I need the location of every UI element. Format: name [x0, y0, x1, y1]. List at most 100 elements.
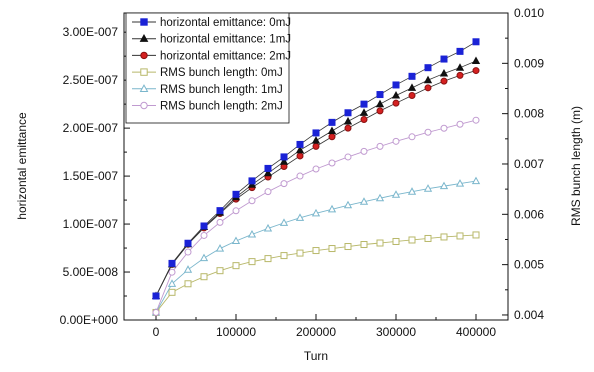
y-right-tick-label: 0.006	[514, 207, 544, 221]
data-point	[280, 252, 288, 260]
data-point	[248, 258, 256, 266]
data-point	[312, 129, 320, 137]
data-point	[152, 292, 160, 300]
data-point	[375, 193, 385, 202]
data-point	[359, 108, 369, 116]
data-point	[456, 47, 464, 55]
data-point	[376, 142, 384, 150]
data-point	[440, 55, 448, 63]
data-point	[280, 153, 288, 161]
legend-marker	[140, 18, 148, 26]
data-point	[407, 187, 417, 195]
data-point	[232, 190, 240, 198]
y-left-tick-label: 0.00E+000	[60, 313, 119, 327]
data-point	[471, 176, 481, 185]
y-left-tick-label: 1.50E-007	[63, 169, 119, 183]
data-point	[264, 255, 272, 263]
data-point	[328, 245, 336, 253]
data-point	[296, 152, 304, 160]
data-point	[408, 133, 416, 141]
data-point	[200, 231, 208, 239]
data-point	[216, 207, 224, 215]
data-point	[184, 239, 192, 247]
data-point	[328, 159, 336, 167]
data-point	[439, 181, 449, 190]
data-point	[232, 262, 240, 270]
y-left-tick-label: 5.00E-008	[63, 265, 119, 279]
legend-marker	[139, 33, 149, 42]
y-right-tick-label: 0.007	[514, 157, 544, 171]
data-point	[360, 100, 368, 108]
data-point	[152, 308, 160, 316]
data-point	[328, 118, 336, 126]
y-left-tick-label: 2.00E-007	[63, 121, 119, 135]
data-point	[424, 64, 432, 72]
y-axis-right-title: RMS bunch length (m)	[569, 106, 583, 226]
data-point	[359, 197, 369, 205]
data-point	[200, 273, 208, 281]
data-point	[391, 91, 401, 99]
data-point	[360, 241, 368, 249]
data-point	[456, 71, 464, 79]
data-point	[231, 236, 241, 245]
data-point	[375, 99, 385, 108]
y-right-tick-label: 0.010	[514, 6, 544, 20]
x-axis-title: Turn	[304, 349, 328, 363]
data-point	[215, 244, 225, 252]
series-1	[152, 38, 480, 300]
data-point	[407, 83, 417, 91]
data-point	[376, 91, 384, 99]
data-point	[343, 200, 353, 209]
data-point	[327, 126, 337, 135]
y-right-tick-label: 0.008	[514, 107, 544, 121]
data-point	[247, 229, 257, 238]
data-point	[456, 232, 464, 240]
data-point	[472, 38, 480, 46]
data-point	[168, 268, 176, 276]
data-point	[423, 75, 433, 84]
y-right-tick-label: 0.004	[514, 308, 544, 322]
data-point	[456, 120, 464, 128]
series-4	[152, 231, 480, 316]
data-point	[263, 168, 273, 177]
data-point	[248, 177, 256, 185]
x-tick-label: 200000	[296, 325, 336, 339]
data-point	[200, 222, 208, 230]
data-point	[232, 207, 240, 215]
data-point	[168, 288, 176, 296]
data-point	[439, 68, 449, 77]
legend-box	[125, 12, 290, 124]
data-point	[472, 67, 480, 75]
data-point	[440, 233, 448, 241]
data-point	[184, 280, 192, 288]
x-tick-label: 400000	[456, 325, 496, 339]
data-point	[392, 137, 400, 145]
data-point	[360, 147, 368, 155]
y-right-tick-label: 0.009	[514, 56, 544, 70]
data-point	[168, 259, 176, 267]
y-left-tick-label: 2.50E-007	[63, 73, 119, 87]
data-point	[216, 218, 224, 226]
legend-marker	[140, 68, 148, 76]
series-line	[155, 180, 477, 313]
y-right-tick-label: 0.005	[514, 258, 544, 272]
data-point	[423, 184, 433, 192]
data-point	[312, 247, 320, 255]
data-point	[376, 107, 384, 115]
data-point	[264, 188, 272, 196]
data-point	[312, 142, 320, 150]
data-point	[248, 197, 256, 205]
x-tick-label: 0	[153, 325, 160, 339]
data-point	[471, 56, 481, 65]
data-point	[376, 239, 384, 247]
data-point	[360, 115, 368, 123]
data-point	[344, 153, 352, 161]
data-point	[408, 72, 416, 80]
data-point	[472, 116, 480, 124]
legend-marker	[140, 101, 148, 110]
data-point	[296, 140, 304, 148]
data-point	[183, 265, 193, 273]
data-point	[327, 204, 337, 213]
data-point	[311, 208, 321, 217]
